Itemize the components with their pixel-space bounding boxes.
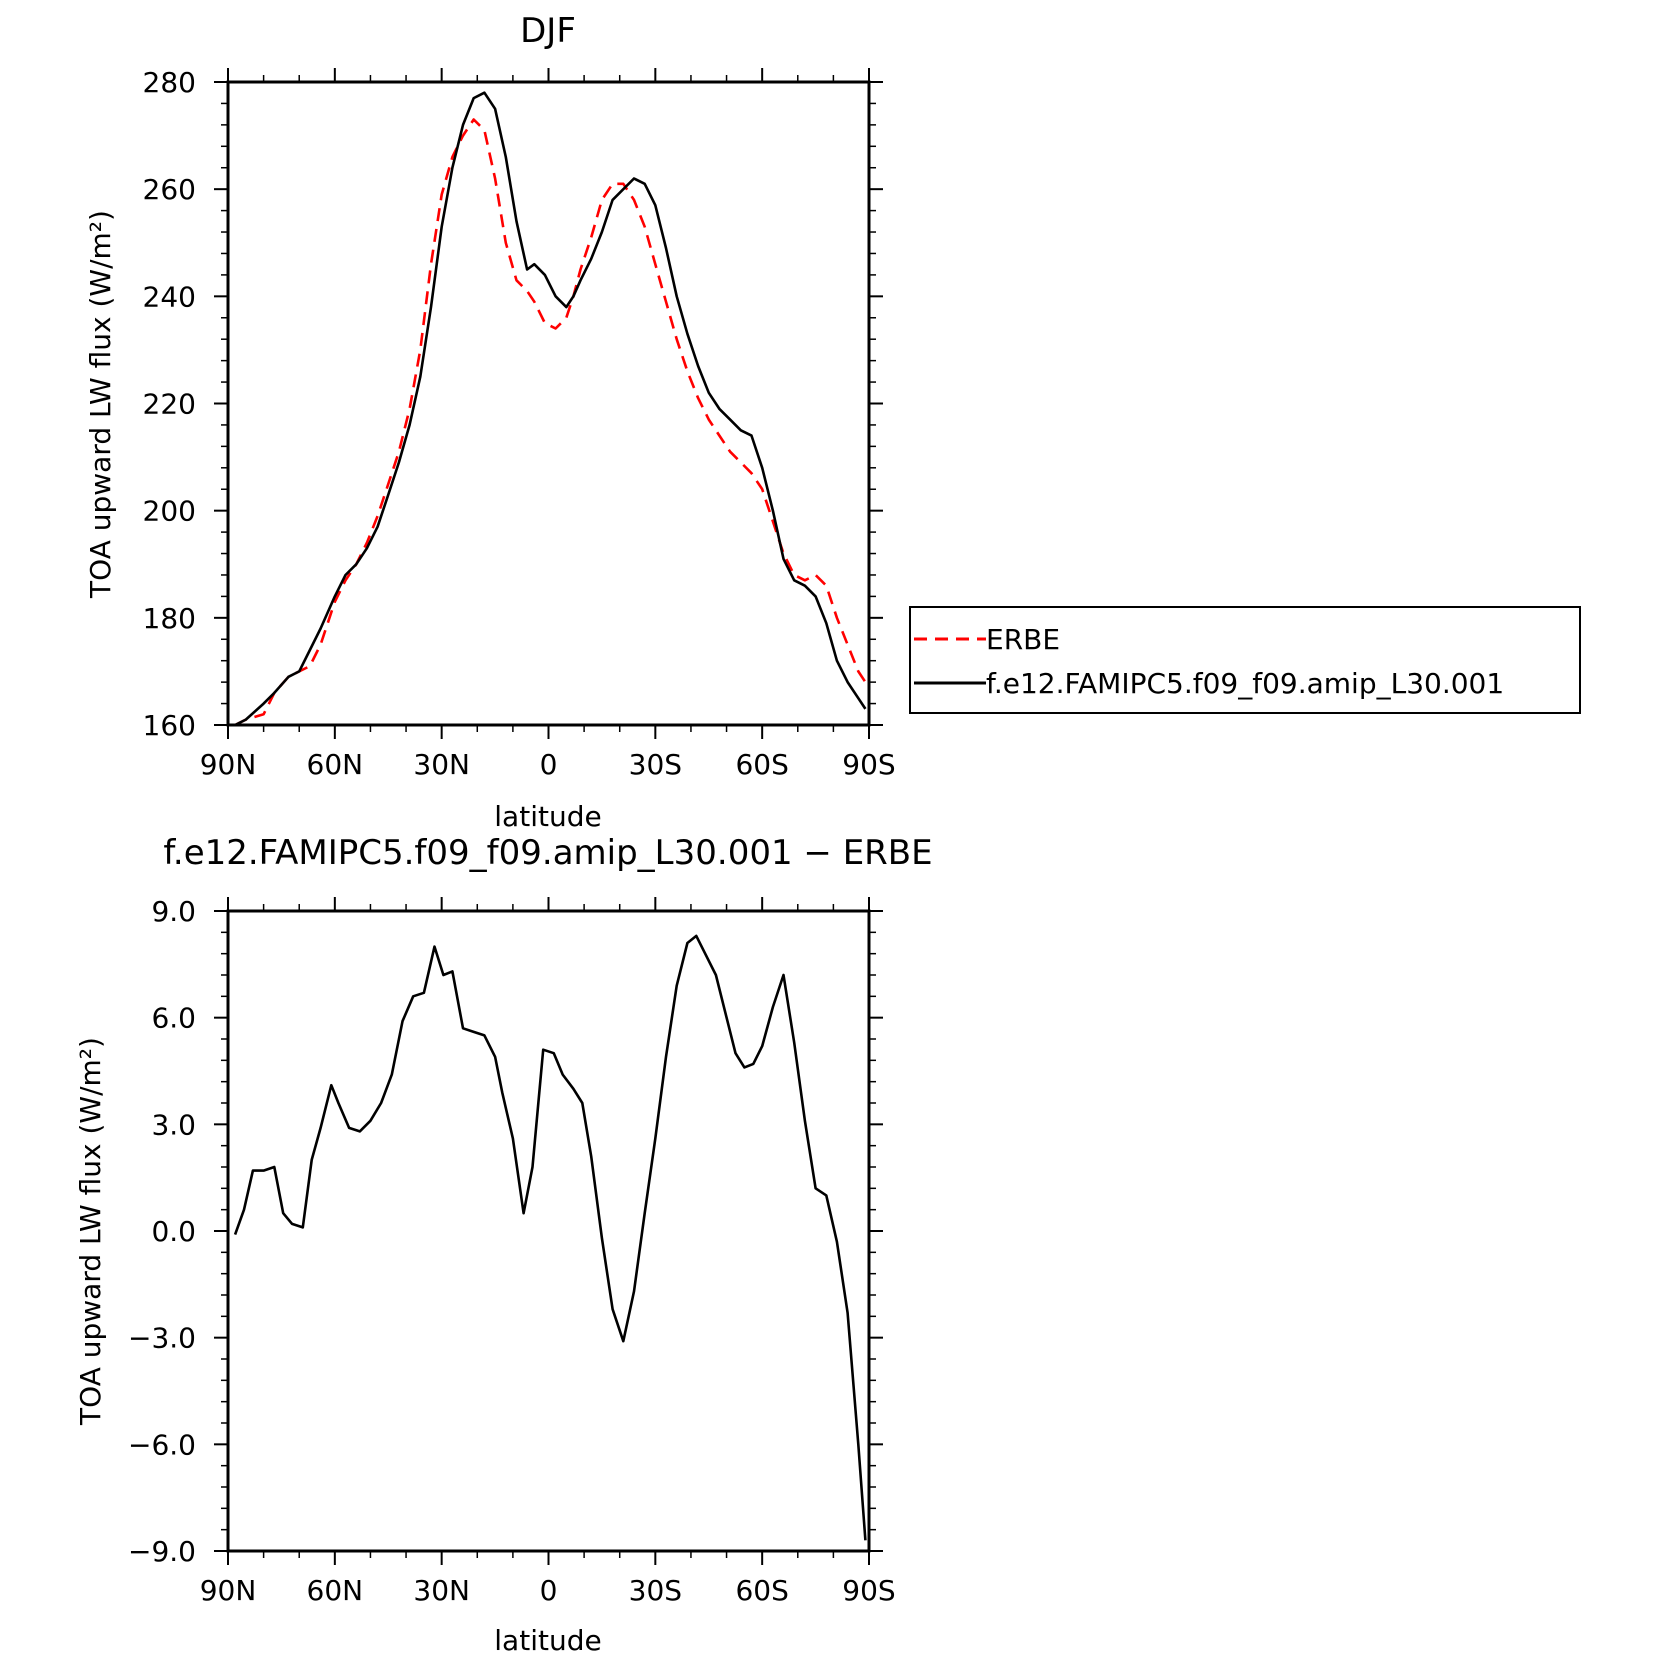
panel-bottom-ylabel: TOA upward LW flux (W/m²) bbox=[74, 1037, 107, 1426]
legend-box bbox=[909, 606, 1581, 714]
x-tick-label: 90S bbox=[842, 1574, 895, 1607]
x-tick-label: 60N bbox=[307, 1574, 364, 1607]
x-tick-label: 90N bbox=[200, 1574, 257, 1607]
y-tick-label: 6.0 bbox=[151, 1002, 196, 1035]
panel-top-xlabel: latitude bbox=[494, 800, 601, 833]
y-tick-label: 200 bbox=[143, 495, 196, 528]
series-model-line bbox=[234, 91, 867, 727]
panel-top-title: DJF bbox=[520, 11, 576, 51]
y-tick-label: 3.0 bbox=[151, 1108, 196, 1141]
y-tick-label: −3.0 bbox=[128, 1322, 196, 1355]
panel-top-frame bbox=[226, 80, 871, 727]
x-tick-label: 30N bbox=[413, 748, 470, 781]
x-tick-label: 30S bbox=[629, 748, 682, 781]
y-tick-label: 240 bbox=[143, 280, 196, 313]
x-tick-label: 60S bbox=[735, 1574, 788, 1607]
y-tick-label: −9.0 bbox=[128, 1535, 196, 1568]
y-tick-label: 180 bbox=[143, 602, 196, 635]
y-tick-label: −6.0 bbox=[128, 1428, 196, 1461]
y-tick-label: 0.0 bbox=[151, 1215, 196, 1248]
x-tick-label: 0 bbox=[540, 748, 558, 781]
x-tick-label: 0 bbox=[540, 1574, 558, 1607]
panel-bottom: f.e12.FAMIPC5.f09_f09.amip_L30.001 − ERB… bbox=[74, 833, 933, 1657]
panel-bottom-title: f.e12.FAMIPC5.f09_f09.amip_L30.001 − ERB… bbox=[163, 833, 932, 873]
x-tick-label: 60N bbox=[307, 748, 364, 781]
panel-bottom-xlabel: latitude bbox=[494, 1624, 601, 1657]
legend: ERBE f.e12.FAMIPC5.f09_f09.amip_L30.001 bbox=[909, 606, 1581, 714]
series-erbe-line bbox=[234, 118, 867, 727]
y-tick-label: 280 bbox=[143, 66, 196, 99]
panel-top-ylabel: TOA upward LW flux (W/m²) bbox=[84, 210, 117, 599]
y-tick-label: 220 bbox=[143, 388, 196, 421]
x-tick-label: 30S bbox=[629, 1574, 682, 1607]
x-tick-label: 90S bbox=[842, 748, 895, 781]
x-tick-label: 30N bbox=[413, 1574, 470, 1607]
legend-label-model: f.e12.FAMIPC5.f09_f09.amip_L30.001 bbox=[986, 667, 1504, 700]
x-tick-label: 60S bbox=[735, 748, 788, 781]
y-tick-label: 9.0 bbox=[151, 895, 196, 928]
panel-top: DJF 90N 60N 30N 0 30S 60S 90S 160 180 200 220 240 26… bbox=[84, 11, 896, 833]
x-tick-label: 90N bbox=[200, 748, 257, 781]
y-tick-label: 260 bbox=[143, 173, 196, 206]
series-model-line bbox=[233, 934, 867, 1541]
legend-label-erbe: ERBE bbox=[986, 623, 1060, 656]
panel-bottom-frame bbox=[226, 909, 871, 1553]
y-tick-label: 160 bbox=[143, 709, 196, 742]
